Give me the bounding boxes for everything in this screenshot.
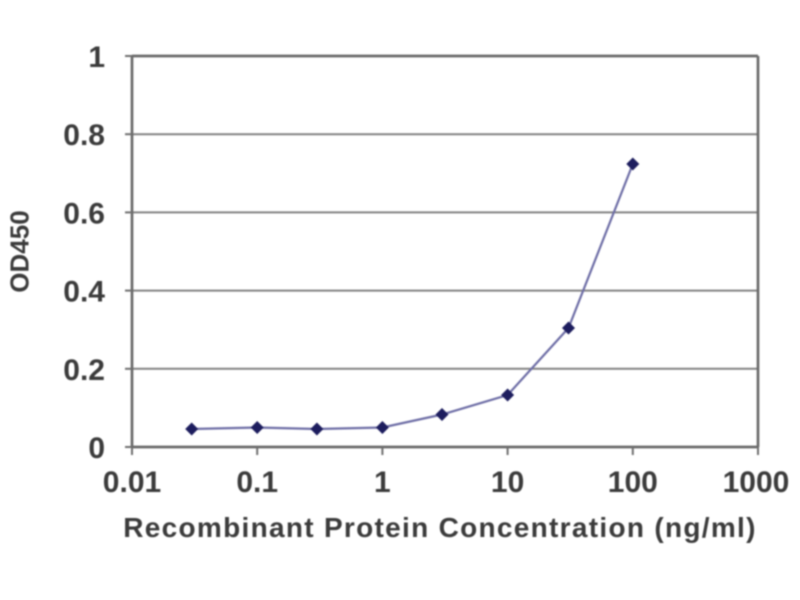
svg-text:Recombinant Protein Concentrat: Recombinant Protein Concentration (ng/ml… — [123, 512, 757, 543]
svg-text:0.6: 0.6 — [63, 197, 105, 230]
svg-text:0.4: 0.4 — [63, 276, 105, 309]
svg-text:1: 1 — [88, 41, 105, 74]
svg-text:OD450: OD450 — [5, 210, 35, 292]
svg-text:0.2: 0.2 — [63, 354, 105, 387]
svg-text:0.8: 0.8 — [63, 119, 105, 152]
svg-text:0.1: 0.1 — [236, 466, 278, 499]
svg-text:0.01: 0.01 — [103, 466, 161, 499]
svg-text:0: 0 — [88, 432, 105, 465]
svg-text:100: 100 — [608, 466, 658, 499]
svg-text:1000: 1000 — [723, 466, 790, 499]
svg-text:10: 10 — [491, 466, 524, 499]
svg-text:1: 1 — [374, 466, 391, 499]
